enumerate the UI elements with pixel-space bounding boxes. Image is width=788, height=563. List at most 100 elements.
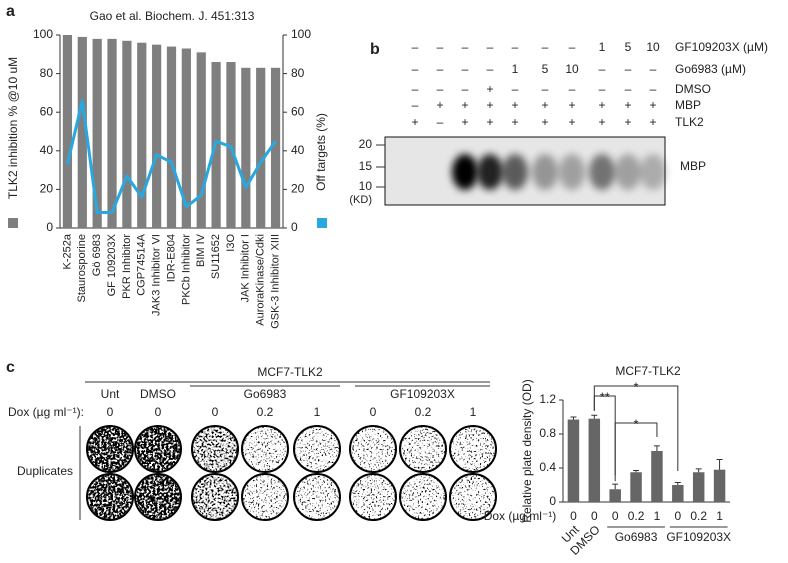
plate-colonies	[88, 427, 132, 471]
plate-colonies	[243, 475, 287, 519]
dox-value: 0.2	[415, 405, 432, 419]
x-tick-label: SU11652	[210, 234, 222, 279]
panel-label: a	[6, 3, 15, 20]
lane-cell: –	[437, 62, 444, 76]
legend-swatch	[317, 218, 327, 228]
lane-cell: –	[569, 40, 576, 54]
band-label: MBP	[680, 159, 706, 173]
lane-cell: +	[486, 82, 493, 96]
bar	[122, 40, 132, 228]
y2-tick-label: 100	[291, 27, 311, 41]
lane-cell: 10	[646, 40, 660, 54]
lane-cell: –	[462, 62, 469, 76]
x-tick-label: BIM IV	[195, 233, 207, 267]
bar	[137, 42, 147, 228]
plate-colonies	[295, 427, 339, 471]
lane-cell: –	[512, 82, 519, 96]
row-label: Go6983 (µM)	[675, 62, 746, 76]
plate-colonies	[136, 427, 180, 471]
blot-band	[502, 154, 528, 190]
plate-colonies	[351, 427, 395, 471]
bar	[672, 485, 684, 502]
group-label: GF109203X	[666, 530, 731, 544]
lane-cell: –	[542, 40, 549, 54]
lane-cell: +	[541, 98, 548, 112]
x-tick-label: I3O	[225, 234, 237, 252]
lane-cell: +	[461, 98, 468, 112]
error-bar	[633, 470, 640, 473]
x-tick-label: 1	[654, 509, 661, 523]
dox-value: 0	[370, 405, 377, 419]
plate-colonies	[295, 475, 339, 519]
x-tick-label: K-252a	[61, 233, 73, 269]
lane-cell: +	[568, 98, 575, 112]
significance-bracket	[614, 422, 658, 482]
x-tick-label: Staurosporine	[76, 234, 88, 303]
plate-colonies	[401, 427, 445, 471]
lane-cell: –	[599, 62, 606, 76]
bar	[152, 44, 162, 229]
plate-colonies	[193, 475, 237, 519]
plate-colonies	[193, 427, 237, 471]
blot-band	[452, 154, 478, 190]
significance-bracket	[593, 385, 679, 471]
dox-label: Dox (µg ml⁻¹):	[8, 405, 84, 419]
dox-value: 1	[314, 405, 321, 419]
marker-unit: (KD)	[349, 194, 372, 206]
lane-cell: +	[486, 98, 493, 112]
error-bar	[591, 414, 598, 419]
lane-cell: –	[569, 82, 576, 96]
bar	[241, 67, 251, 228]
y2-axis-label: Off targets (%)	[314, 113, 328, 191]
bar	[77, 36, 87, 229]
blot-band	[640, 154, 666, 190]
y2-tick-label: 20	[291, 182, 305, 196]
x-tick-label: 0	[591, 509, 598, 523]
line	[65, 99, 277, 215]
lane-cell: –	[437, 82, 444, 96]
y-tick-label: 0	[46, 220, 53, 234]
bar	[630, 472, 642, 502]
group-label: GF109203X	[390, 387, 455, 401]
y-axis-label: TLK2 inhibition % @10 uM	[6, 57, 20, 199]
x-tick-label: CGP74514A	[136, 233, 148, 295]
plate-colonies	[451, 475, 495, 519]
y-axis-label: Relative plate density (OD)	[520, 379, 534, 522]
plate-colonies	[401, 475, 445, 519]
bar	[713, 469, 726, 502]
lane-cell: +	[511, 98, 518, 112]
y-tick-label: 20	[40, 182, 54, 196]
significance: *	[634, 416, 639, 431]
bar	[181, 48, 191, 229]
y-tick-label: 100	[33, 27, 53, 41]
dox-value: 1	[470, 405, 477, 419]
group-label: Go6983	[244, 387, 287, 401]
blot-band	[477, 154, 503, 190]
lane-cell: +	[649, 115, 656, 129]
blot-band	[559, 154, 585, 190]
lane-cell: +	[568, 115, 575, 129]
lane-cell: 1	[599, 40, 606, 54]
lane-cell: 10	[565, 62, 579, 76]
plate-colonies	[136, 475, 180, 519]
y-tick-label: 80	[40, 66, 54, 80]
significance: *	[634, 379, 639, 394]
y2-tick-label: 80	[291, 66, 305, 80]
plate-colonies	[243, 427, 287, 471]
legend-swatch	[8, 218, 18, 228]
bar	[588, 418, 601, 502]
x-tick-label: JAK Inhibitor I	[240, 234, 252, 302]
lane-cell: –	[625, 82, 632, 96]
bar	[609, 489, 621, 502]
x-tick-label: 0.2	[690, 509, 707, 523]
lane-cell: –	[437, 40, 444, 54]
bar	[226, 62, 236, 228]
row-label: GF109203X (µM)	[675, 40, 768, 54]
y2-tick-label: 0	[291, 220, 298, 234]
lane-cell: –	[412, 82, 419, 96]
bar	[196, 52, 206, 229]
bar	[62, 35, 73, 228]
bar	[567, 419, 580, 502]
lane-cell: +	[624, 98, 631, 112]
